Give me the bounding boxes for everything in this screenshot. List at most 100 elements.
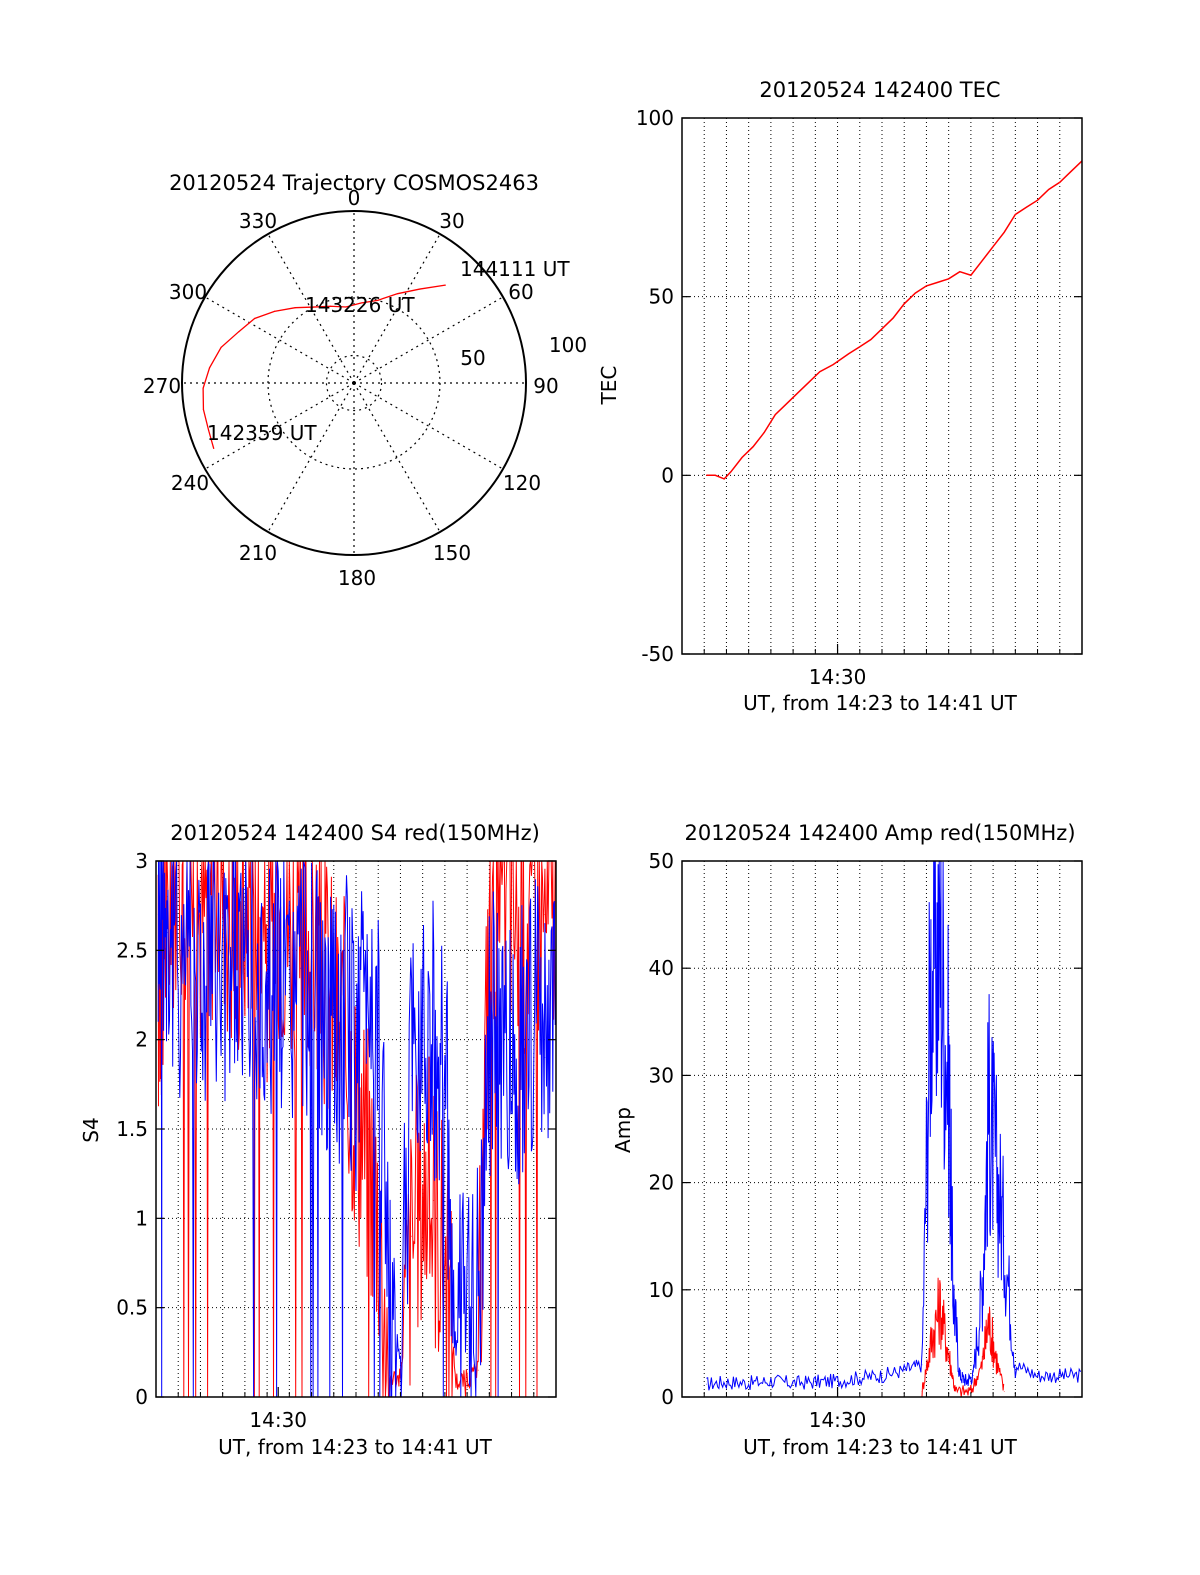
tec-data-point: [881, 328, 883, 330]
s4-data-point: [244, 967, 246, 969]
s4-data-point: [544, 914, 546, 915]
trajectory-point: [377, 299, 379, 301]
trajectory-title: 20120524 Trajectory COSMOS2463: [169, 171, 539, 195]
polar-angle-label: 330: [239, 209, 277, 233]
s4-data-point: [157, 914, 159, 915]
s4-data-point: [211, 878, 212, 880]
amp-data-point: [1059, 1375, 1061, 1376]
s4-ytick-label: 1: [135, 1206, 148, 1230]
tec-yticks: -50 0 50 100: [636, 106, 1082, 666]
tec-data-point: [752, 446, 754, 448]
tec-data-point: [926, 285, 927, 287]
s4-data-point: [377, 1200, 379, 1201]
s4-data-point: [477, 1289, 479, 1291]
s4-data-point: [333, 1039, 335, 1041]
tec-data-point: [903, 303, 905, 305]
amp-plot: 0 10 20 30 40 50 14:30: [649, 849, 1083, 1432]
s4-data-point: [411, 1235, 412, 1237]
tec-data-point: [763, 432, 765, 433]
amp-series-line: [706, 860, 1082, 1391]
s4-data-point: [433, 1039, 435, 1041]
s4-data-point: [444, 1057, 446, 1058]
polar-angle-label: 90: [533, 374, 558, 398]
tec-data-point: [832, 364, 834, 365]
s4-data-point: [355, 1057, 357, 1058]
polar-spoke-210: [267, 382, 355, 533]
s4-data-point: [388, 1325, 390, 1326]
polar-spoke-150: [353, 382, 441, 533]
trajectory-point: [419, 288, 421, 290]
trajectory-annotation: 142359 UT: [207, 421, 317, 445]
tec-data-point: [786, 403, 787, 405]
amp-data-point: [930, 1343, 932, 1344]
amp-xticks: 14:30: [703, 1387, 1061, 1432]
trajectory-point: [360, 302, 362, 304]
s4-data-point: [166, 932, 168, 933]
tec-data-point: [914, 292, 916, 294]
polar-angle-label: 180: [338, 566, 376, 590]
polar-spoke-60: [353, 296, 504, 384]
amp-ytick-label: 30: [649, 1063, 674, 1087]
amp-ytick-label: 40: [649, 956, 674, 980]
s4-data-point: [177, 967, 179, 969]
tec-ytick-label: 0: [661, 463, 674, 487]
tec-data-point: [730, 471, 732, 473]
s4-data-point: [288, 1003, 290, 1005]
trajectory-point: [313, 306, 315, 308]
trajectory-point: [207, 429, 210, 431]
s4-ytick-label: 1.5: [116, 1117, 148, 1141]
s4-data-point: [466, 1378, 468, 1380]
tec-data-point: [870, 339, 872, 340]
amp-data-point: [939, 1305, 941, 1307]
tec-data-point: [859, 346, 861, 348]
trajectory-point: [208, 367, 211, 369]
trajectory-point: [396, 293, 399, 295]
amp-series-line: [921, 1277, 1005, 1398]
amp-ytick-label: 50: [649, 849, 674, 873]
s4-data-point: [411, 1075, 412, 1076]
polar-spoke-300: [204, 296, 355, 384]
s4-data-point: [544, 1057, 546, 1058]
tec-series-group: [706, 160, 1083, 480]
s4-data-point: [200, 985, 201, 987]
trajectory-panel: 20120524 Trajectory COSMOS2463 0 30 60 90 12…: [143, 171, 587, 590]
polar-spoke-240: [204, 382, 355, 470]
amp-data-point: [948, 1075, 950, 1076]
trajectory-line: [202, 284, 446, 449]
tec-plot: -50 0 50 100 14:30: [636, 106, 1083, 689]
s4-data-point: [511, 896, 512, 898]
tec-data-point: [1070, 171, 1072, 173]
s4-data-point: [433, 1200, 435, 1201]
amp-data-point: [1037, 1375, 1038, 1376]
s4-data-point: [311, 985, 312, 987]
trajectory-point: [213, 447, 215, 450]
amp-data-point: [1003, 1235, 1005, 1237]
amp-xlabel: UT, from 14:23 to 14:41 UT: [743, 1435, 1018, 1459]
amp-data-point: [921, 1364, 923, 1366]
s4-data-point: [266, 985, 268, 987]
amp-data-point: [981, 1364, 983, 1366]
amp-data-point: [954, 1391, 956, 1393]
s4-ytick-label: 0.5: [116, 1296, 148, 1320]
s4-data-point: [366, 967, 368, 969]
polar-spoke-120: [353, 382, 504, 470]
trajectory-point: [329, 305, 332, 307]
amp-data-point: [994, 1160, 996, 1162]
s4-data-point: [422, 1003, 424, 1005]
amp-data-point: [981, 1289, 983, 1291]
polar-angle-label: 120: [503, 471, 541, 495]
trajectory-series: [202, 284, 446, 450]
s4-ytick-label: 3: [135, 849, 148, 873]
trajectory-point: [202, 408, 205, 411]
tec-data-point: [1003, 231, 1005, 233]
s4-data-point: [377, 1003, 379, 1005]
amp-title: 20120524 142400 Amp red(150MHz): [684, 821, 1075, 845]
s4-data-point: [162, 878, 164, 880]
trajectory-point: [220, 346, 222, 348]
s4-data-point: [488, 896, 490, 898]
tec-ylabel: TEC: [597, 366, 621, 406]
s4-data-point: [477, 1369, 479, 1371]
s4-data-point: [455, 1351, 457, 1353]
amp-data-point: [1003, 1391, 1005, 1393]
